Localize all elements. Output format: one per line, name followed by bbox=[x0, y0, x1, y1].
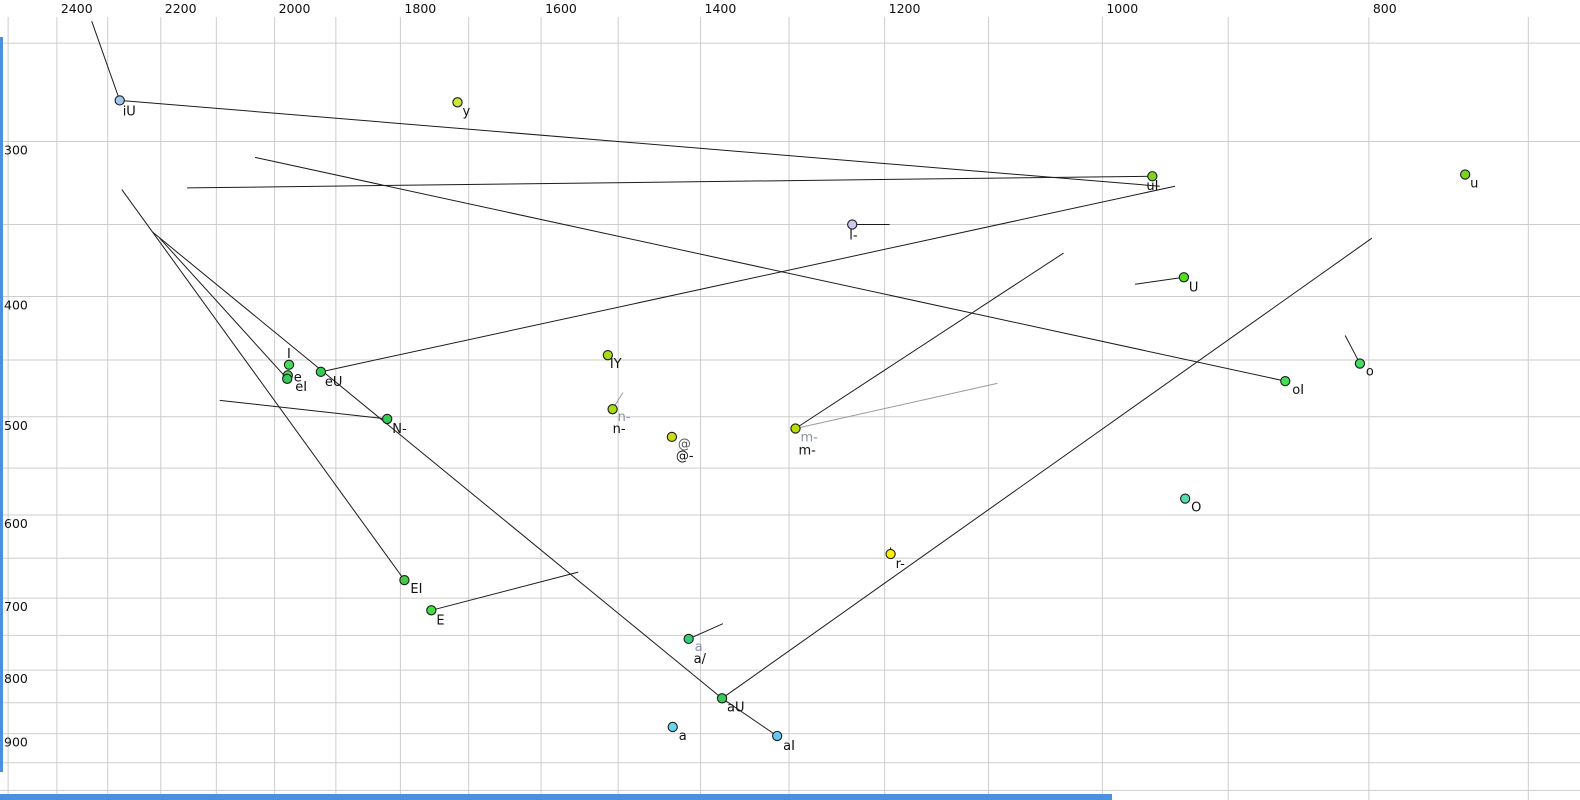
x-axis-tick-label: 2400 bbox=[61, 1, 93, 16]
y-axis-tick-label: 800 bbox=[4, 671, 28, 686]
trajectory-line bbox=[688, 623, 724, 640]
trajectory-line bbox=[431, 571, 579, 611]
trajectory-line bbox=[1344, 335, 1361, 364]
trajectory-line bbox=[795, 252, 1064, 429]
vowel-point-oI[interactable] bbox=[1280, 375, 1291, 387]
vowel-point-label: e bbox=[294, 370, 302, 385]
y-axis-tick-label: 300 bbox=[4, 142, 28, 157]
y-axis-tick-label: 900 bbox=[4, 735, 28, 750]
vowel-point-label: uI bbox=[1146, 179, 1158, 194]
vowel-point-label-secondary: @- bbox=[676, 449, 694, 464]
y-axis-tick-label: 700 bbox=[4, 599, 28, 614]
vowel-point-label: EI bbox=[410, 582, 422, 597]
trajectory-line bbox=[121, 189, 405, 581]
vowel-point-m-[interactable] bbox=[790, 423, 801, 434]
vowel-point-label: @ bbox=[678, 437, 691, 452]
vowel-point-label: IY bbox=[610, 357, 622, 372]
trajectory-line bbox=[721, 697, 778, 737]
vowel-point-label: a bbox=[695, 640, 703, 655]
vowel-point-l-[interactable] bbox=[847, 219, 858, 230]
vowel-point-label: a bbox=[679, 729, 687, 744]
vowel-point-a[interactable] bbox=[683, 633, 694, 645]
vowel-point-label: U bbox=[1189, 280, 1199, 295]
vowel-point-r-[interactable] bbox=[885, 548, 896, 560]
trajectory-line bbox=[187, 175, 1153, 189]
vowel-point-label: u bbox=[1470, 177, 1478, 192]
vowel-point-n-[interactable] bbox=[607, 404, 618, 415]
vowel-point-U[interactable] bbox=[1178, 272, 1190, 283]
trajectory-line bbox=[159, 237, 288, 380]
vowel-point-u[interactable] bbox=[1460, 169, 1471, 180]
vowel-point-label: aI bbox=[783, 739, 795, 754]
vowel-point-label: o bbox=[1366, 365, 1374, 380]
x-axis-tick-label: 1000 bbox=[1106, 1, 1138, 16]
vowel-point-label: E bbox=[436, 613, 444, 628]
y-axis-tick-label: 600 bbox=[4, 516, 28, 531]
vowel-point-label: N- bbox=[392, 422, 407, 437]
vowel-point-aI[interactable] bbox=[772, 730, 783, 742]
trajectory-line bbox=[254, 156, 1286, 382]
trajectory-line bbox=[320, 185, 1176, 373]
x-axis-tick-label: 2200 bbox=[165, 1, 197, 16]
vowel-point-aU[interactable] bbox=[716, 693, 728, 704]
trajectory-line bbox=[219, 399, 388, 420]
trajectory-line bbox=[721, 237, 1373, 699]
vowel-point-label: O bbox=[1191, 501, 1201, 516]
vowel-point-label: iU bbox=[123, 104, 136, 119]
vowel-point-label: oI bbox=[1292, 383, 1304, 398]
y-axis-tick-label: 400 bbox=[4, 297, 28, 312]
vowel-point-@[interactable] bbox=[666, 431, 678, 443]
vowel-point-label: I bbox=[287, 347, 291, 362]
x-axis-tick-label: 1200 bbox=[889, 1, 921, 16]
y-axis-tick-label: 500 bbox=[4, 418, 28, 433]
vowel-point-O[interactable] bbox=[1180, 493, 1191, 504]
x-axis-tick-label: 2000 bbox=[279, 1, 311, 16]
left-edge-scrollbar[interactable] bbox=[0, 37, 3, 772]
vowel-point-label: r- bbox=[896, 557, 906, 572]
x-axis-tick-label: 1600 bbox=[545, 1, 577, 16]
x-axis-tick-label: 1800 bbox=[404, 1, 436, 16]
vowel-point-label: n- bbox=[618, 410, 631, 425]
trajectory-line bbox=[91, 20, 121, 101]
vowel-point-E[interactable] bbox=[426, 605, 437, 616]
vowel-point-label: aU bbox=[727, 700, 744, 715]
vowel-point-label: y bbox=[462, 104, 470, 119]
vowel-point-EI[interactable] bbox=[399, 574, 410, 586]
vowel-point-label: eU bbox=[325, 375, 343, 390]
vowel-point-IY[interactable] bbox=[602, 350, 613, 361]
vowel-point-eU[interactable] bbox=[315, 366, 327, 377]
vowel-point-N-[interactable] bbox=[382, 413, 393, 425]
bottom-edge-scrollbar[interactable] bbox=[0, 794, 1112, 800]
vowel-point-label-secondary: m- bbox=[798, 444, 816, 459]
trajectory-line bbox=[119, 99, 1160, 187]
vowel-point-I[interactable] bbox=[283, 359, 295, 370]
vowel-point-eI[interactable] bbox=[282, 373, 293, 384]
vowel-point-label: m- bbox=[800, 431, 818, 446]
vowel-point-iU[interactable] bbox=[114, 95, 125, 106]
vowel-point-o[interactable] bbox=[1354, 358, 1366, 369]
vowel-point-label-secondary: n- bbox=[613, 422, 626, 437]
trajectory-line bbox=[1134, 276, 1184, 285]
vowel-point-a[interactable] bbox=[667, 721, 678, 733]
vowel-point-uI[interactable] bbox=[1147, 171, 1158, 182]
x-axis-tick-label: 1400 bbox=[705, 1, 737, 16]
vowel-point-y[interactable] bbox=[452, 97, 463, 108]
vowel-point-label: eI bbox=[295, 380, 307, 395]
trajectory-line bbox=[795, 382, 998, 429]
x-axis-tick-label: 800 bbox=[1373, 1, 1397, 16]
vowel-point-label-secondary: a/ bbox=[694, 652, 707, 667]
vowel-point-label: l- bbox=[849, 229, 858, 244]
trajectory-line bbox=[152, 231, 723, 699]
